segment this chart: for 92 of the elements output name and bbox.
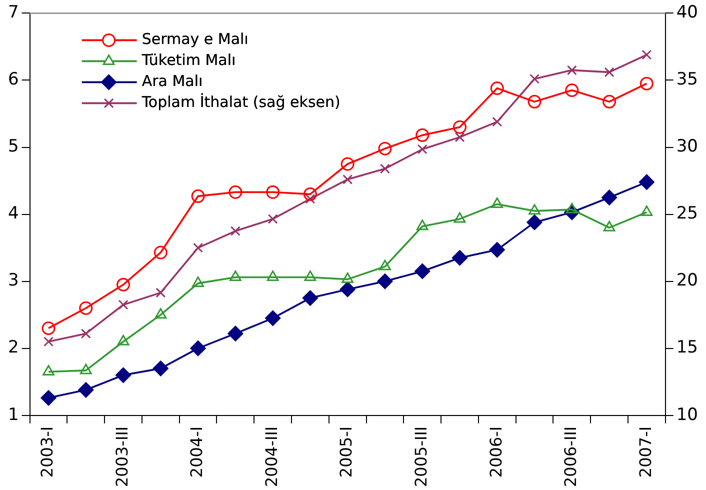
- point: [414, 264, 430, 279]
- point: [229, 270, 242, 282]
- y2-tick-label: 25: [676, 204, 698, 224]
- legend-label: Sermay e Malı: [142, 30, 248, 48]
- x-tick-label: 2003-III: [112, 426, 132, 488]
- point: [642, 50, 652, 60]
- point: [268, 214, 278, 224]
- point: [602, 190, 618, 206]
- point: [640, 76, 654, 90]
- point: [191, 189, 205, 203]
- point: [453, 120, 466, 134]
- point: [528, 94, 542, 108]
- point: [228, 185, 242, 199]
- y2-tick-label: 10: [676, 404, 698, 425]
- point: [604, 67, 614, 78]
- point: [342, 174, 353, 184]
- y-tick-label: 3: [8, 270, 19, 291]
- point: [378, 142, 392, 156]
- point: [79, 301, 93, 315]
- point: [492, 116, 502, 127]
- x-tick-label: 2006-I: [486, 426, 506, 478]
- legend-label: Tüketim Malı: [140, 51, 236, 70]
- point: [638, 174, 654, 190]
- x-tick-label: 2005-I: [336, 426, 356, 478]
- point: [266, 270, 279, 282]
- point: [565, 84, 579, 98]
- point: [266, 185, 280, 199]
- point: [490, 82, 504, 96]
- point: [230, 226, 240, 236]
- point: [303, 187, 317, 201]
- point: [380, 164, 390, 174]
- x-tick-label: 2004-I: [187, 426, 206, 478]
- legend-label: Toplam İthalat (sağ eksen): [140, 93, 340, 112]
- point: [379, 260, 391, 270]
- point: [416, 220, 428, 230]
- point: [116, 278, 130, 292]
- point: [304, 270, 316, 282]
- x-tick-label: 2006-III: [561, 426, 580, 488]
- point: [454, 132, 465, 142]
- x-tick-label: 2004-III: [262, 426, 281, 488]
- point: [80, 364, 92, 374]
- point: [154, 308, 167, 319]
- y-tick-label: 2: [8, 338, 19, 358]
- point: [118, 300, 128, 310]
- point: [154, 246, 168, 260]
- y2-tick-label: 15: [676, 338, 698, 358]
- point: [117, 334, 130, 346]
- y-tick-label: 4: [8, 204, 19, 224]
- y2-tick-label: 30: [676, 136, 698, 157]
- point: [530, 74, 540, 84]
- point: [340, 157, 354, 171]
- legend-label: Ara Malı: [142, 72, 203, 90]
- y-tick-label: 5: [8, 136, 19, 157]
- point: [640, 206, 653, 216]
- point: [602, 94, 616, 108]
- point: [491, 197, 504, 208]
- y-tick-label: 1: [8, 404, 19, 425]
- point: [528, 204, 540, 215]
- point: [193, 242, 204, 253]
- point: [80, 328, 91, 339]
- point: [192, 276, 204, 288]
- point: [190, 340, 206, 356]
- y-tick-label: 6: [8, 70, 19, 90]
- point: [116, 367, 132, 383]
- point: [526, 214, 542, 230]
- y-tick-label: 7: [8, 2, 19, 23]
- y2-tick-label: 20: [676, 270, 698, 291]
- point: [452, 250, 468, 266]
- point: [152, 360, 168, 376]
- point: [156, 288, 166, 298]
- point: [228, 326, 244, 342]
- point: [377, 274, 393, 290]
- y2-tick-label: 40: [676, 2, 698, 23]
- x-tick-label: 2005-III: [412, 426, 431, 488]
- point: [489, 242, 505, 258]
- point: [42, 321, 56, 335]
- point: [302, 290, 318, 306]
- point: [265, 310, 281, 326]
- point: [566, 65, 577, 76]
- point: [454, 212, 466, 223]
- point: [340, 282, 356, 298]
- point: [78, 382, 94, 398]
- point: [44, 336, 54, 347]
- x-tick-label: 2003-I: [38, 426, 57, 478]
- point: [342, 272, 354, 284]
- point: [417, 144, 428, 154]
- x-tick-label: 2007-I: [636, 426, 655, 478]
- y2-tick-label: 35: [676, 70, 698, 90]
- point: [42, 365, 54, 376]
- point: [416, 128, 430, 142]
- point: [603, 220, 616, 232]
- point: [40, 390, 56, 406]
